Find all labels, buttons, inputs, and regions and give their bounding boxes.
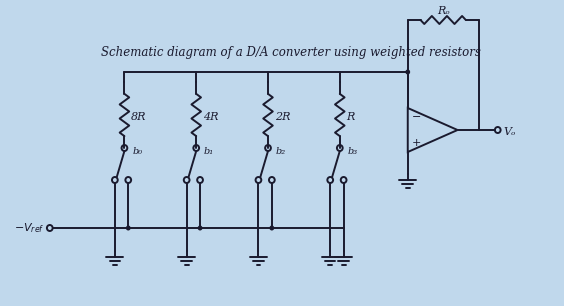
Circle shape — [197, 226, 202, 230]
Text: $-V_{ref}$: $-V_{ref}$ — [14, 221, 45, 235]
Text: b₃: b₃ — [347, 147, 358, 155]
Text: Vₒ: Vₒ — [504, 127, 515, 137]
Text: Rₒ: Rₒ — [437, 6, 450, 16]
Text: 8R: 8R — [131, 112, 147, 122]
Text: b₂: b₂ — [276, 147, 286, 155]
Text: b₀: b₀ — [132, 147, 142, 155]
Text: b₁: b₁ — [204, 147, 214, 155]
Text: Schematic diagram of a D/A converter using weighted resistors: Schematic diagram of a D/A converter usi… — [100, 46, 481, 58]
Circle shape — [126, 226, 131, 230]
Circle shape — [270, 226, 274, 230]
Text: 4R: 4R — [203, 112, 218, 122]
Circle shape — [406, 69, 410, 74]
Text: −: − — [412, 112, 421, 122]
Text: 2R: 2R — [275, 112, 290, 122]
Text: +: + — [412, 138, 421, 148]
Text: R: R — [346, 112, 355, 122]
